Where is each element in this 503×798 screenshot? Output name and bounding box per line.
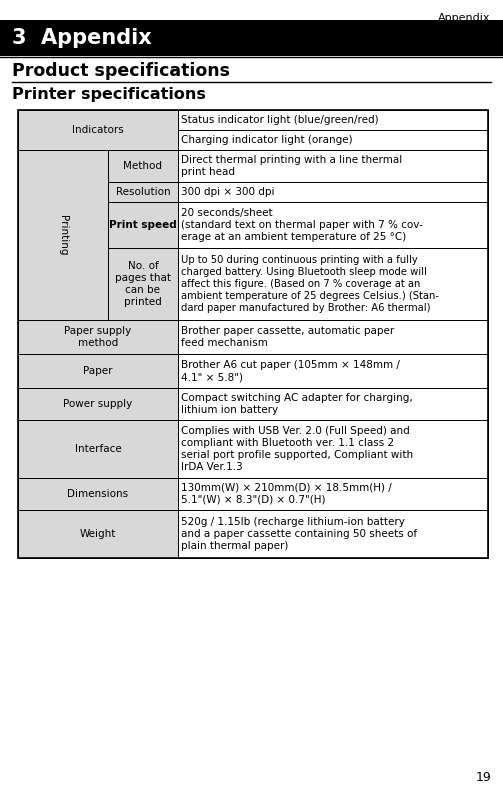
Bar bbox=[108, 150, 178, 182]
Text: Complies with USB Ver. 2.0 (Full Speed) and
compliant with Bluetooth ver. 1.1 cl: Complies with USB Ver. 2.0 (Full Speed) … bbox=[181, 426, 413, 472]
Bar bbox=[178, 182, 488, 202]
Text: Charging indicator light (orange): Charging indicator light (orange) bbox=[181, 135, 353, 145]
Bar bbox=[178, 388, 488, 420]
Bar bbox=[18, 354, 178, 388]
Bar bbox=[178, 130, 488, 150]
Text: No. of
pages that
can be
printed: No. of pages that can be printed bbox=[115, 261, 171, 307]
Text: Printing: Printing bbox=[58, 215, 68, 255]
Text: Print speed: Print speed bbox=[109, 220, 177, 230]
Text: Appendix: Appendix bbox=[438, 13, 490, 23]
Text: 3  Appendix: 3 Appendix bbox=[12, 28, 152, 48]
Bar bbox=[18, 110, 488, 558]
Text: Method: Method bbox=[124, 161, 162, 171]
Text: Resolution: Resolution bbox=[116, 187, 171, 197]
Text: Interface: Interface bbox=[74, 444, 121, 454]
Text: 520g / 1.15lb (recharge lithium-ion battery
and a paper cassette containing 50 s: 520g / 1.15lb (recharge lithium-ion batt… bbox=[181, 517, 417, 551]
Bar bbox=[178, 320, 488, 354]
Text: Brother paper cassette, automatic paper
feed mechanism: Brother paper cassette, automatic paper … bbox=[181, 326, 394, 348]
Bar bbox=[178, 420, 488, 478]
Text: Brother A6 cut paper (105mm × 148mm /
4.1" × 5.8"): Brother A6 cut paper (105mm × 148mm / 4.… bbox=[181, 360, 400, 382]
Bar bbox=[178, 150, 488, 182]
Text: Paper supply
method: Paper supply method bbox=[64, 326, 132, 348]
Text: Dimensions: Dimensions bbox=[67, 489, 129, 499]
Bar bbox=[108, 248, 178, 320]
Text: Direct thermal printing with a line thermal
print head: Direct thermal printing with a line ther… bbox=[181, 155, 402, 177]
Bar bbox=[0, 20, 503, 56]
Text: Paper: Paper bbox=[83, 366, 113, 376]
Bar bbox=[18, 510, 178, 558]
Text: Power supply: Power supply bbox=[63, 399, 133, 409]
Bar bbox=[18, 110, 178, 150]
Text: Indicators: Indicators bbox=[72, 125, 124, 135]
Text: 20 seconds/sheet
(standard text on thermal paper with 7 % cov-
erage at an ambie: 20 seconds/sheet (standard text on therm… bbox=[181, 208, 423, 242]
Bar bbox=[18, 420, 178, 478]
Text: 19: 19 bbox=[475, 771, 491, 784]
Text: Compact switching AC adapter for charging,
lithium ion battery: Compact switching AC adapter for chargin… bbox=[181, 393, 413, 415]
Bar bbox=[18, 320, 178, 354]
Bar bbox=[18, 388, 178, 420]
Bar bbox=[178, 510, 488, 558]
Text: Printer specifications: Printer specifications bbox=[12, 87, 206, 102]
Text: 130mm(W) × 210mm(D) × 18.5mm(H) /
5.1"(W) × 8.3"(D) × 0.7"(H): 130mm(W) × 210mm(D) × 18.5mm(H) / 5.1"(W… bbox=[181, 483, 392, 505]
Text: Up to 50 during continuous printing with a fully
charged battery. Using Bluetoot: Up to 50 during continuous printing with… bbox=[181, 255, 439, 313]
Text: Weight: Weight bbox=[80, 529, 116, 539]
Bar bbox=[108, 202, 178, 248]
Bar bbox=[178, 354, 488, 388]
Text: 300 dpi × 300 dpi: 300 dpi × 300 dpi bbox=[181, 187, 275, 197]
Bar bbox=[18, 150, 108, 320]
Bar bbox=[108, 182, 178, 202]
Bar bbox=[178, 478, 488, 510]
Bar bbox=[18, 478, 178, 510]
Bar bbox=[178, 110, 488, 130]
Text: Product specifications: Product specifications bbox=[12, 62, 230, 80]
Bar bbox=[178, 248, 488, 320]
Bar bbox=[178, 202, 488, 248]
Text: Status indicator light (blue/green/red): Status indicator light (blue/green/red) bbox=[181, 115, 379, 125]
